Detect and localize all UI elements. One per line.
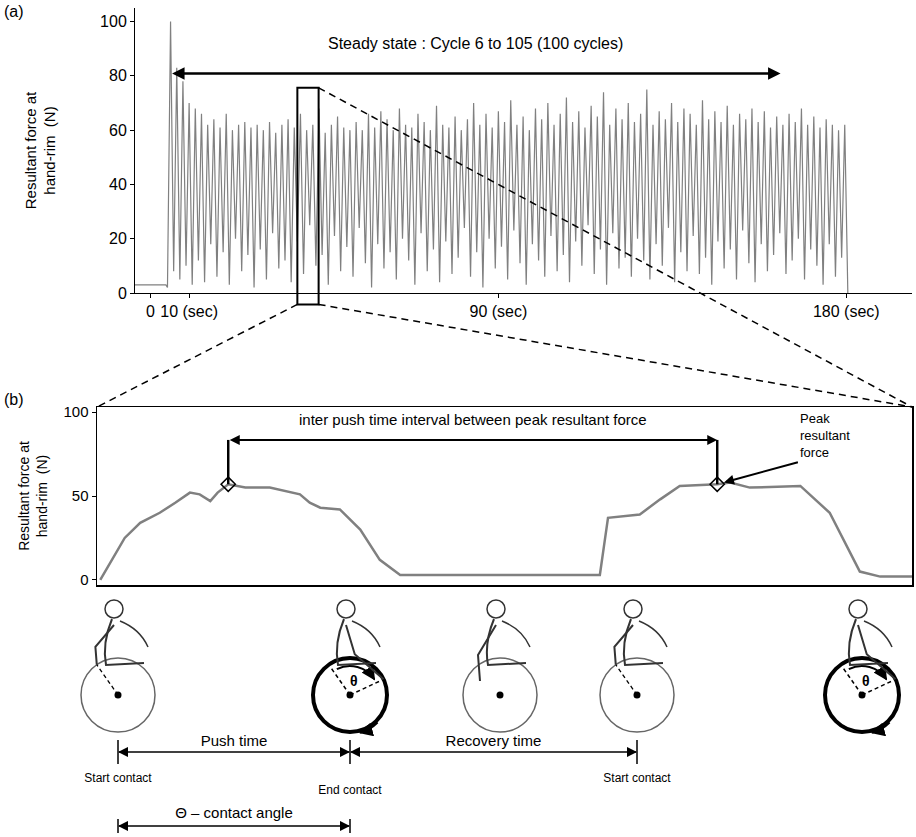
svg-text:Θ – contact angle: Θ – contact angle <box>175 804 293 821</box>
svg-text:10 (sec): 10 (sec) <box>160 303 218 320</box>
svg-text:60: 60 <box>109 122 127 139</box>
svg-text:Start contact: Start contact <box>84 771 152 785</box>
svg-text:Steady state : Cycle 6 to 105: Steady state : Cycle 6 to 105 (100 cycle… <box>328 35 623 52</box>
svg-text:90 (sec): 90 (sec) <box>469 303 527 320</box>
svg-text:50: 50 <box>72 487 89 504</box>
svg-text:θ: θ <box>350 673 358 689</box>
svg-text:Peakresultantforce: Peakresultantforce <box>800 411 850 460</box>
svg-text:180 (sec): 180 (sec) <box>813 303 880 320</box>
svg-text:0: 0 <box>118 285 127 302</box>
svg-text:0: 0 <box>80 571 88 588</box>
svg-text:inter push time interval betwe: inter push time interval between peak re… <box>299 411 647 428</box>
svg-text:20: 20 <box>109 230 127 247</box>
svg-text:Recovery time: Recovery time <box>446 732 542 749</box>
svg-text:Push time: Push time <box>201 732 268 749</box>
svg-text:100: 100 <box>63 403 88 420</box>
svg-text:End contact: End contact <box>318 783 382 797</box>
svg-text:(a): (a) <box>4 3 24 20</box>
svg-text:100: 100 <box>100 13 127 30</box>
svg-text:Resultant force athand-rim (N: Resultant force athand-rim (N) <box>16 441 50 551</box>
svg-text:(b): (b) <box>4 391 24 408</box>
svg-text:0: 0 <box>146 303 155 320</box>
svg-text:Start contact: Start contact <box>603 771 671 785</box>
svg-text:80: 80 <box>109 67 127 84</box>
svg-text:40: 40 <box>109 176 127 193</box>
svg-text:θ: θ <box>862 673 870 689</box>
svg-text:Resultant force athand-rim (N: Resultant force athand-rim (N) <box>22 91 59 209</box>
